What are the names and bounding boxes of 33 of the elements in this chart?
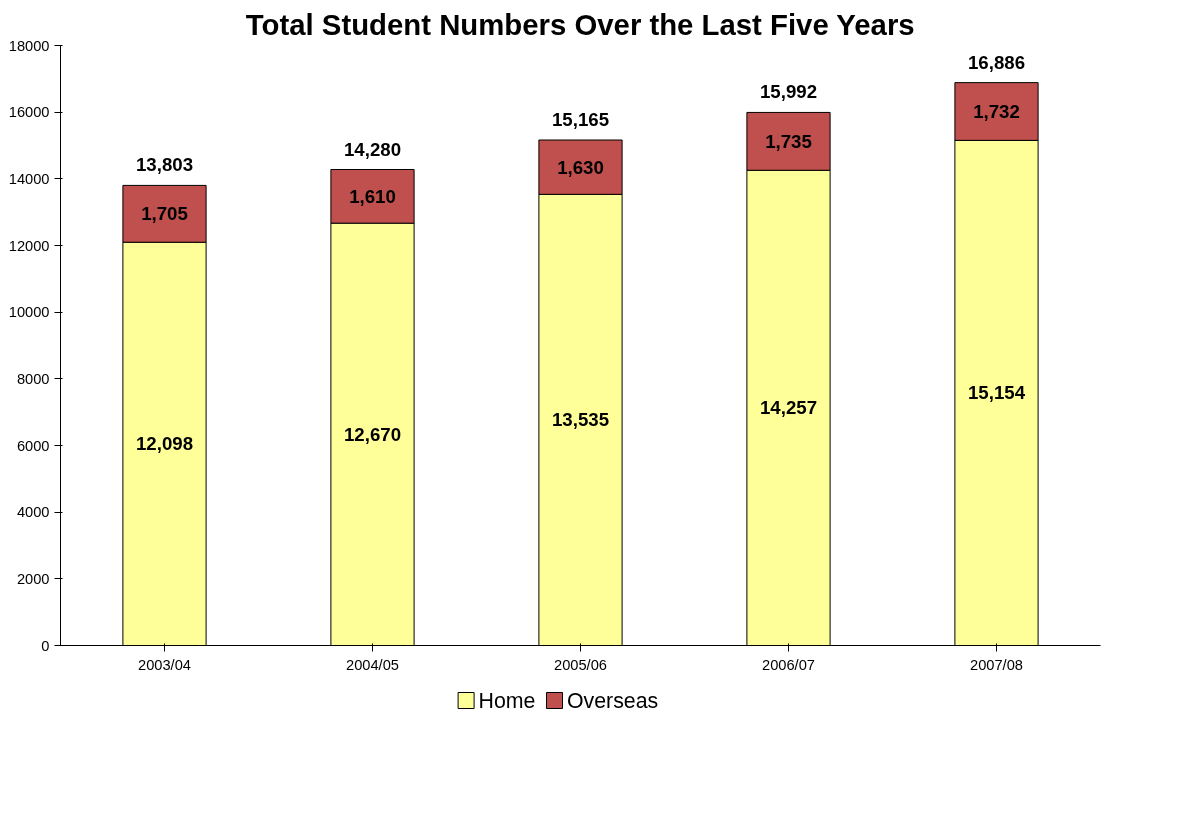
- data-label: 1,705: [141, 203, 188, 225]
- data-label: 12,670: [343, 423, 402, 445]
- data-label: 1,732: [973, 101, 1020, 122]
- chart-title: Total Student Numbers Over the Last Five Years: [245, 7, 915, 41]
- x-tick-label: 2005/06: [554, 656, 607, 673]
- y-tick-label: 8000: [16, 370, 50, 387]
- x-tick-label: 2004/05: [346, 656, 399, 673]
- total-label: 15,165: [551, 109, 610, 130]
- y-tick-label: 4000: [16, 504, 50, 521]
- data-label: 1,610: [349, 185, 396, 207]
- data-label: 12,098: [135, 433, 194, 455]
- x-tick-label: 2003/04: [138, 656, 191, 673]
- total-label: 16,886: [967, 51, 1026, 73]
- y-tick-label: 16000: [8, 104, 50, 121]
- data-label: 13,535: [551, 409, 610, 431]
- total-label: 13,803: [135, 154, 194, 176]
- total-label: 15,992: [759, 81, 818, 103]
- data-label: 1,735: [765, 130, 812, 152]
- y-tick-label: 12000: [8, 237, 50, 254]
- x-tick-label: 2006/07: [762, 656, 815, 673]
- y-tick-label: 10000: [8, 304, 50, 321]
- y-tick-label: 0: [41, 637, 50, 654]
- data-label: 15,154: [967, 382, 1026, 404]
- data-label: 1,630: [557, 156, 604, 178]
- legend-label: Home: [478, 688, 536, 713]
- legend-label: Overseas: [566, 688, 659, 713]
- y-tick-label: 2000: [16, 570, 50, 587]
- x-tick-label: 2007/08: [970, 656, 1023, 673]
- data-label: 14,257: [759, 397, 818, 419]
- total-label: 14,280: [343, 138, 402, 160]
- y-tick-label: 18000: [8, 37, 50, 54]
- y-tick-label: 6000: [16, 437, 50, 454]
- y-tick-label: 14000: [8, 170, 50, 187]
